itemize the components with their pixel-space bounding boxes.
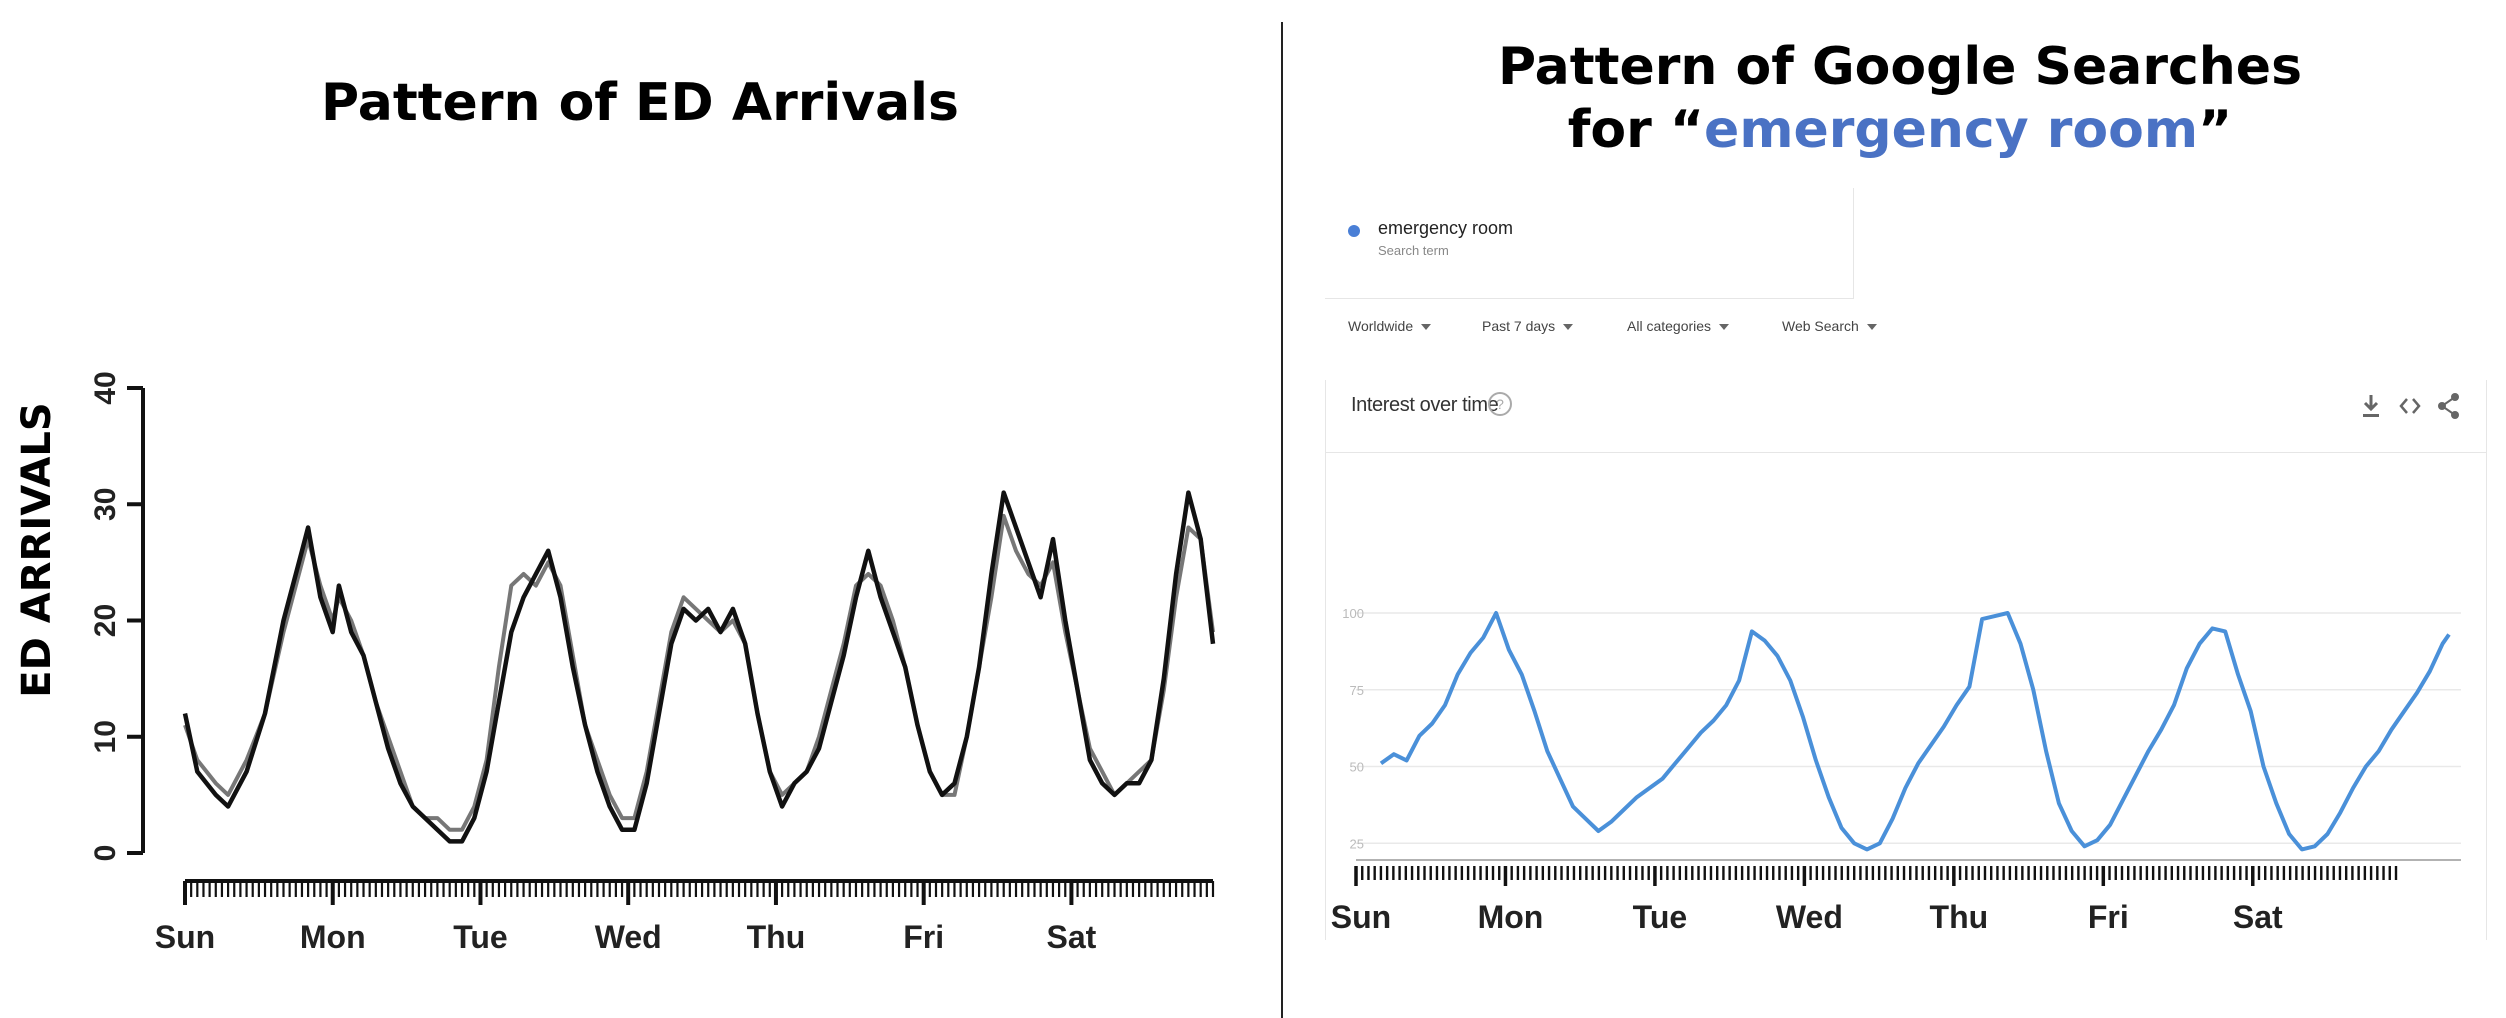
ed-arrivals-y-axis: 0 10 20 30 40 — [89, 371, 145, 862]
y-tick-label: 25 — [1350, 836, 1364, 851]
x-tick-label: Sun — [1331, 899, 1391, 935]
filter-bar: Worldwide Past 7 days All categories Web… — [1325, 298, 1877, 358]
y-tick-label: 30 — [89, 488, 122, 521]
y-tick-label: 10 — [89, 720, 122, 753]
chevron-down-icon — [1421, 324, 1432, 331]
x-tick-label: Fri — [2088, 899, 2129, 935]
interest-over-time-card: Interest over time ? 25 50 75 100 Sun Mon Tue… — [1325, 380, 2487, 940]
y-tick-label: 40 — [89, 371, 122, 404]
search-interest-gridlines: 25 50 75 100 — [1342, 606, 2461, 851]
ed-arrivals-x-axis: Sun Mon Tue Wed Thu Fri Sat — [155, 879, 1215, 955]
x-tick-label: Tue — [453, 919, 508, 955]
right-title-prefix: for “ — [1567, 100, 1705, 161]
series-line-emergency-room — [1379, 611, 2451, 852]
interest-over-time-title: Interest over time — [1351, 394, 1499, 416]
y-tick-label: 75 — [1350, 683, 1364, 698]
y-tick-label: 100 — [1342, 606, 1364, 621]
search-term-color-dot — [1348, 225, 1360, 237]
ed-arrivals-chart: ED ARRIVALS 0 10 20 30 40 Sun Mon Tue Wed Thu Fri… — [14, 371, 1216, 955]
search-term-card[interactable]: emergency room Search term — [1325, 188, 1854, 299]
download-icon[interactable] — [2358, 392, 2384, 420]
filter-search-type-dropdown[interactable]: Web Search — [1782, 318, 1877, 334]
x-tick-label: Fri — [903, 919, 944, 955]
right-title-line-1: Pattern of Google Searches — [1497, 37, 2303, 97]
filter-category-dropdown[interactable]: All categories — [1627, 318, 1730, 334]
right-panel-title: Pattern of Google Searches for “emergenc… — [1300, 36, 2500, 163]
y-tick-label: 20 — [89, 604, 122, 637]
panel-divider — [1281, 22, 1283, 1018]
search-term-sublabel: Search term — [1378, 243, 1449, 258]
x-tick-label: Mon — [1478, 899, 1544, 935]
interest-card-header: Interest over time ? — [1326, 380, 2486, 453]
x-tick-label: Wed — [1776, 899, 1843, 935]
x-tick-label: Thu — [747, 919, 806, 955]
filter-search-type-label: Web Search — [1782, 318, 1859, 334]
x-tick-label: Sat — [2233, 899, 2283, 935]
y-tick-label: 0 — [89, 845, 122, 862]
help-icon[interactable]: ? — [1488, 392, 1512, 416]
right-title-highlight: emergency room — [1704, 100, 2199, 161]
right-title-line-2: for “emergency room” — [1300, 99, 2500, 162]
filter-region-label: Worldwide — [1348, 318, 1414, 334]
search-interest-x-axis: Sun Mon Tue Wed Thu Fri Sat — [1331, 859, 2461, 935]
x-tick-label: Sun — [155, 919, 215, 955]
chevron-down-icon — [1866, 324, 1877, 331]
x-tick-label: Wed — [595, 919, 662, 955]
filter-time-label: Past 7 days — [1482, 318, 1556, 334]
ed-arrivals-series-group — [182, 490, 1216, 844]
left-panel-title: Pattern of ED Arrivals — [321, 73, 959, 133]
x-tick-label: Thu — [1930, 899, 1989, 935]
search-interest-series-group — [1379, 611, 2451, 852]
chevron-down-icon — [1719, 324, 1730, 331]
search-term-label: emergency room — [1378, 218, 1514, 238]
x-tick-label: Tue — [1633, 899, 1688, 935]
filter-category-label: All categories — [1627, 318, 1712, 334]
y-tick-label: 50 — [1350, 760, 1364, 775]
search-interest-chart: 25 50 75 100 Sun Mon Tue Wed Thu Fri Sat — [1331, 606, 2461, 935]
filter-time-dropdown[interactable]: Past 7 days — [1482, 318, 1574, 334]
embed-code-icon[interactable] — [2397, 392, 2423, 420]
x-tick-label: Mon — [300, 919, 366, 955]
right-title-suffix: ” — [2198, 100, 2233, 161]
series-line — [182, 490, 1216, 844]
ed-arrivals-y-axis-label: ED ARRIVALS — [14, 402, 60, 697]
chevron-down-icon — [1563, 324, 1574, 331]
x-tick-label: Sat — [1047, 919, 1097, 955]
share-icon[interactable] — [2436, 392, 2462, 420]
filter-region-dropdown[interactable]: Worldwide — [1348, 318, 1432, 334]
